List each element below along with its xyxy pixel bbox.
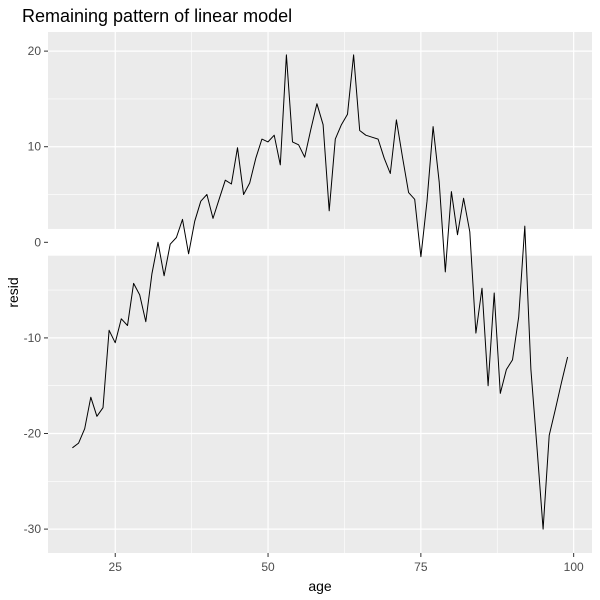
x-tick-label: 100 bbox=[564, 560, 584, 574]
series-layer bbox=[72, 54, 569, 530]
axis-ticks bbox=[44, 50, 575, 557]
x-tick-label: 25 bbox=[109, 560, 123, 574]
x-tick-label: 75 bbox=[414, 560, 428, 574]
x-tick-label: 50 bbox=[261, 560, 275, 574]
y-axis-tick-labels: -30 -20 -10 0 10 20 bbox=[24, 44, 42, 536]
x-axis-title: age bbox=[308, 578, 332, 594]
y-tick-label: 10 bbox=[28, 140, 42, 154]
x-axis-tick-labels: 25 50 75 100 bbox=[109, 560, 584, 574]
y-tick-label: -30 bbox=[24, 522, 42, 536]
y-tick-label: 20 bbox=[28, 44, 42, 58]
y-tick-label: 0 bbox=[34, 235, 41, 249]
series-line-0 bbox=[72, 54, 569, 530]
chart-title: Remaining pattern of linear model bbox=[22, 6, 293, 26]
zero-highlight-band bbox=[0, 228, 600, 256]
y-tick-label: -10 bbox=[24, 331, 42, 345]
y-axis-title: resid bbox=[5, 277, 21, 307]
y-tick-label: -20 bbox=[24, 427, 42, 441]
minor-gridlines bbox=[48, 32, 592, 553]
plot-panel bbox=[48, 32, 592, 553]
